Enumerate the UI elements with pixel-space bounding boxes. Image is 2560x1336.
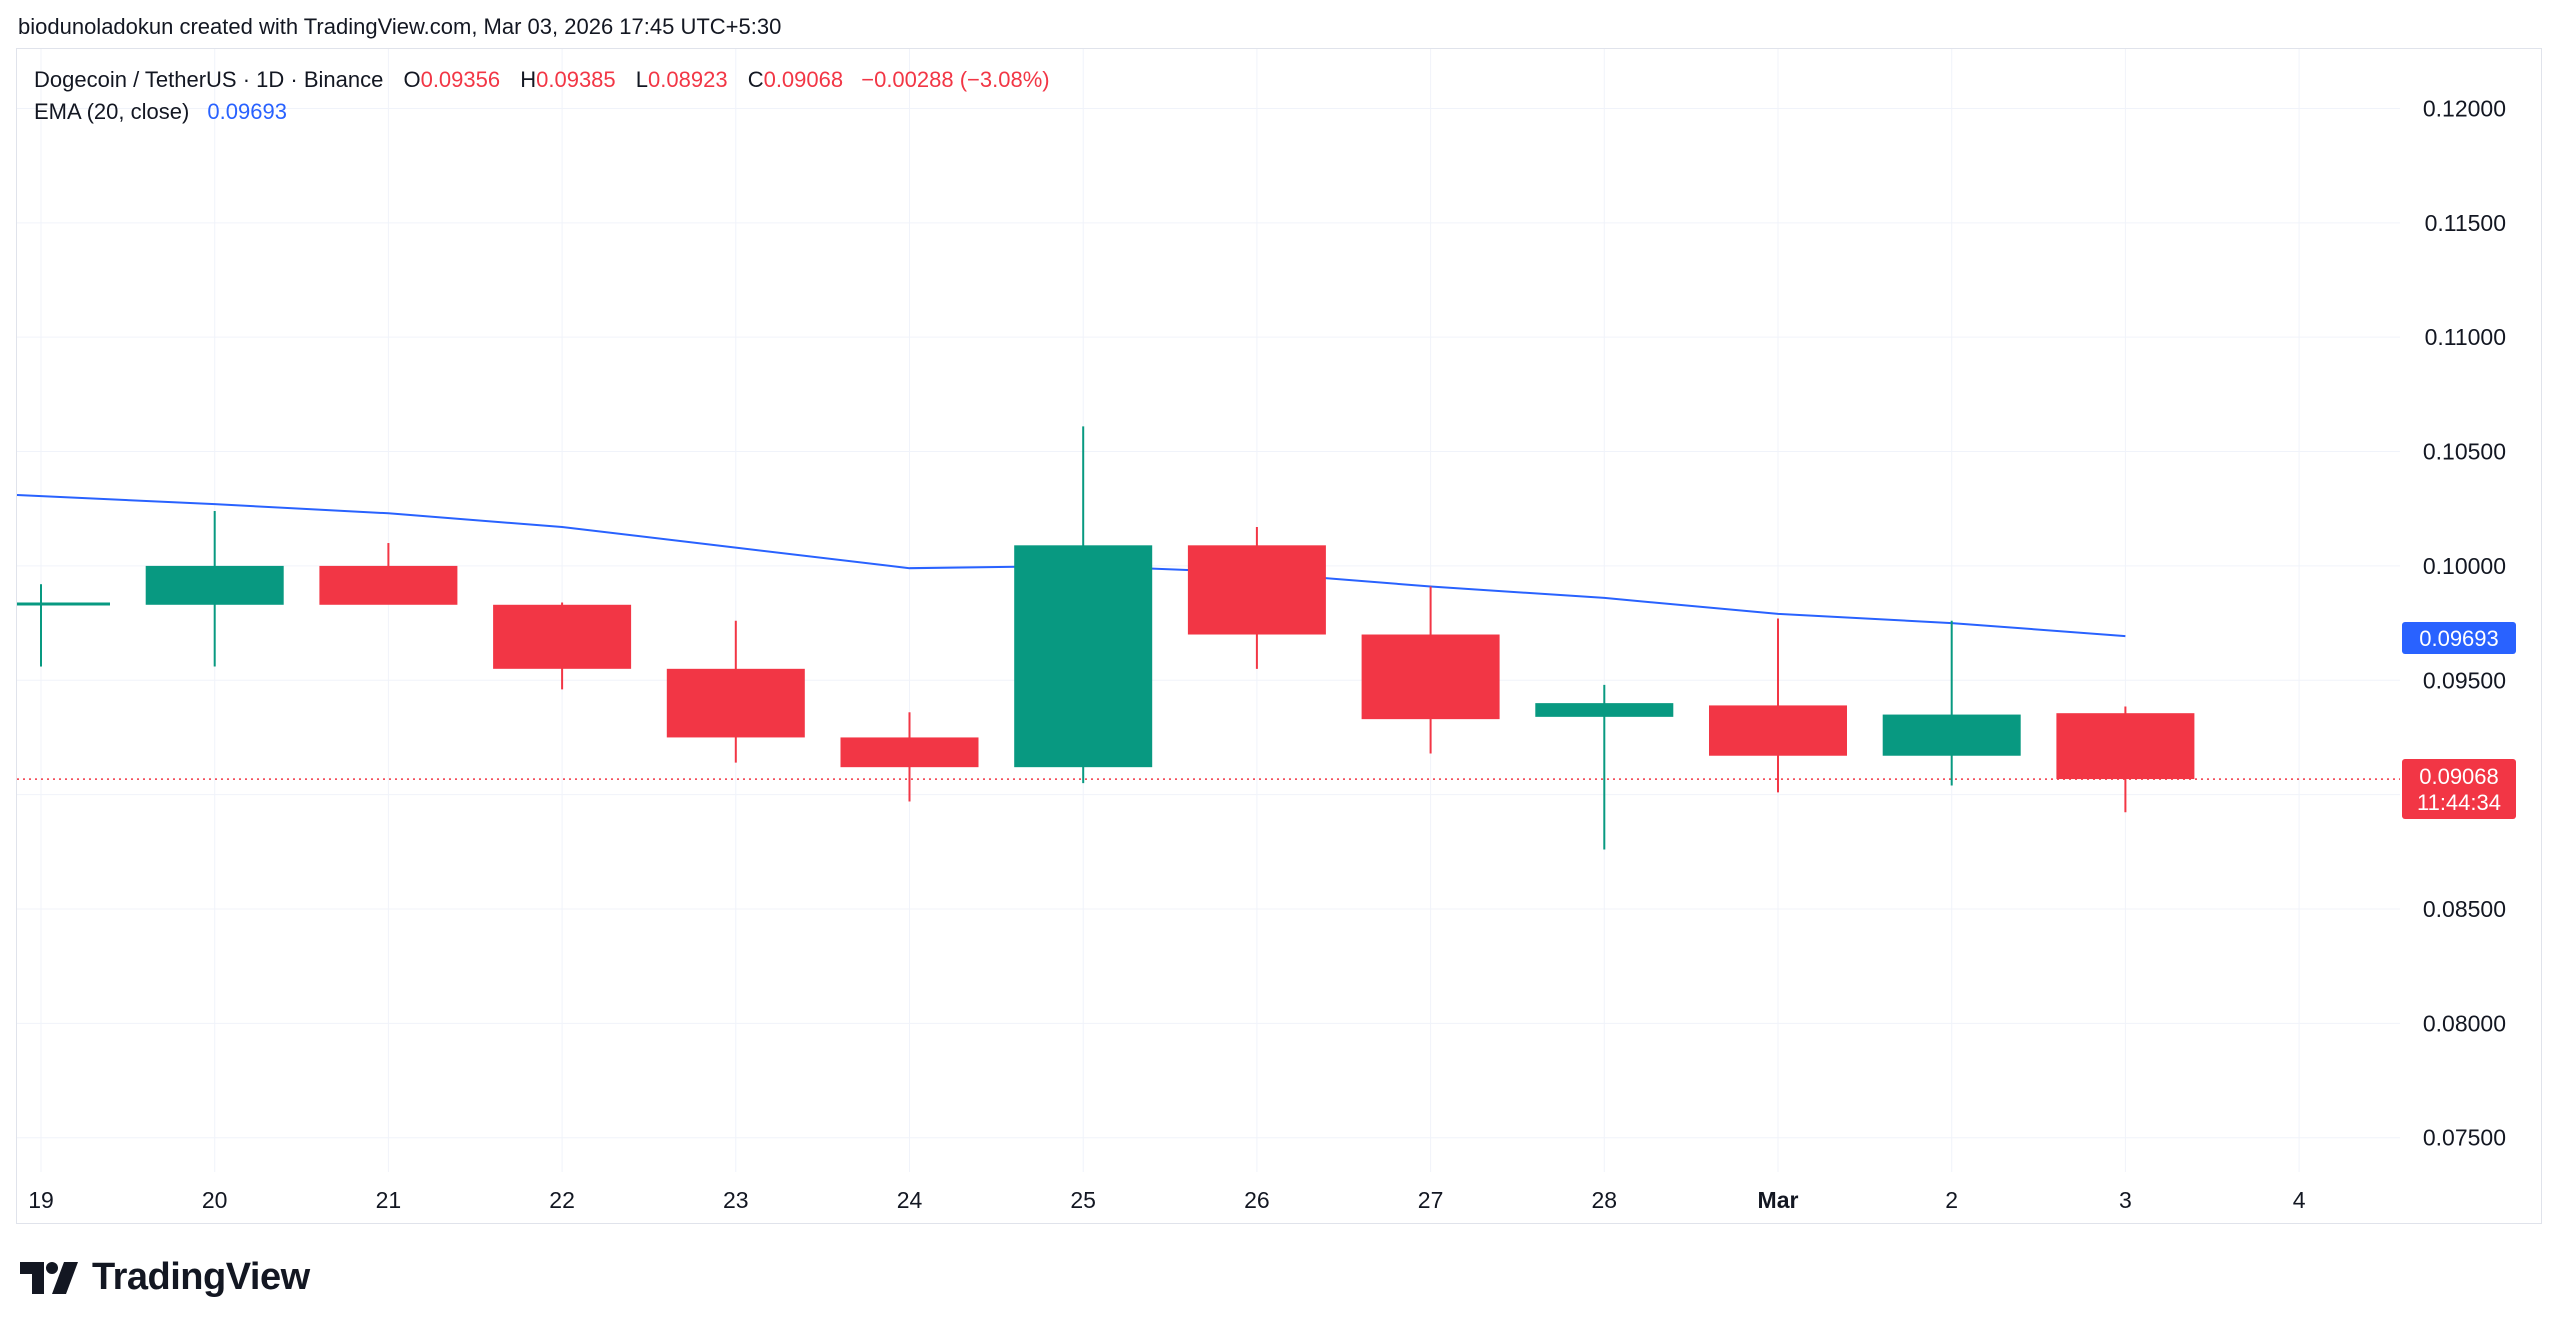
- x-tick-label: 26: [1244, 1187, 1270, 1213]
- symbol-title[interactable]: Dogecoin / TetherUS · 1D · Binance: [34, 67, 384, 92]
- candle-down: [319, 543, 458, 605]
- x-tick-label: 21: [376, 1187, 402, 1213]
- candle-down: [840, 712, 979, 802]
- candle-body: [2056, 713, 2195, 780]
- candle-body: [1187, 545, 1326, 635]
- x-tick-label: 25: [1070, 1187, 1096, 1213]
- candle-down: [493, 602, 632, 690]
- candle-down: [1187, 527, 1326, 669]
- candle-body: [1535, 703, 1674, 717]
- candle-down: [1361, 586, 1500, 754]
- candle-body: [840, 737, 979, 768]
- x-tick-label: 24: [897, 1187, 923, 1213]
- high-value: 0.09385: [536, 67, 616, 92]
- y-tick-label: 0.10000: [2423, 553, 2506, 579]
- candle-body: [1882, 714, 2021, 756]
- candle-up: [1535, 684, 1674, 850]
- x-tick-label: 27: [1418, 1187, 1444, 1213]
- time-axis[interactable]: 19 20 21 22 23 24 25 26 27 28 Mar 2 3 4: [28, 1187, 2305, 1213]
- candle-up: [17, 584, 110, 667]
- last-price-label: 0.09068: [2419, 764, 2499, 789]
- chart-legend: Dogecoin / TetherUS · 1D · Binance O0.09…: [34, 64, 1050, 128]
- tradingview-logo-icon: [20, 1261, 78, 1294]
- x-tick-label: 20: [202, 1187, 228, 1213]
- y-tick-label: 0.09500: [2423, 667, 2506, 693]
- candle-down: [2056, 706, 2195, 813]
- chart-pane[interactable]: [16, 48, 2542, 1224]
- candle-body: [17, 602, 110, 606]
- candles: [17, 426, 2195, 850]
- y-tick-label: 0.08500: [2423, 896, 2506, 922]
- change-value: −0.00288 (−3.08%): [861, 67, 1050, 92]
- bar-countdown-label: 11:44:34: [2417, 790, 2501, 815]
- y-tick-label: 0.10500: [2423, 439, 2506, 465]
- candle-up: [1014, 426, 1153, 784]
- candle-body: [319, 565, 458, 605]
- chart-credit: biodunoladokun created with TradingView.…: [18, 14, 782, 39]
- y-tick-label: 0.12000: [2423, 95, 2506, 121]
- low-value: 0.08923: [648, 67, 728, 92]
- ema-price-label-box: [2402, 622, 2516, 654]
- ema-indicator-value: 0.09693: [207, 99, 287, 124]
- candle-up: [1882, 620, 2021, 786]
- candle-body: [493, 604, 632, 669]
- x-tick-label: 22: [549, 1187, 575, 1213]
- candle-body: [1709, 705, 1847, 756]
- y-tick-label: 0.07500: [2423, 1125, 2506, 1151]
- y-tick-label: 0.11500: [2425, 210, 2506, 236]
- candle-down: [666, 620, 805, 763]
- ema-legend-row: EMA (20, close) 0.09693: [34, 96, 1050, 128]
- low-key: L: [635, 67, 649, 92]
- candle-body: [145, 565, 284, 605]
- candle-body: [1361, 634, 1500, 720]
- ema-indicator-label[interactable]: EMA (20, close): [34, 99, 190, 124]
- axis-price-labels: 0.09693 0.09068 11:44:34: [2402, 622, 2516, 819]
- x-tick-label: 4: [2293, 1187, 2306, 1213]
- last-price-label-box: [2402, 759, 2516, 819]
- candle-body: [666, 668, 805, 738]
- ema-price-label: 0.09693: [2419, 626, 2499, 651]
- ohlc-legend-row: Dogecoin / TetherUS · 1D · Binance O0.09…: [34, 64, 1050, 96]
- y-tick-label: 0.08000: [2423, 1010, 2506, 1036]
- candle-body: [1014, 545, 1153, 768]
- x-tick-label: 2: [1945, 1187, 1958, 1213]
- x-tick-label: 3: [2119, 1187, 2132, 1213]
- open-key: O: [403, 67, 421, 92]
- close-key: C: [747, 67, 764, 92]
- tradingview-wordmark: TradingView: [92, 1256, 310, 1298]
- x-tick-label: 23: [723, 1187, 749, 1213]
- candle-up: [145, 511, 284, 667]
- high-key: H: [520, 67, 537, 92]
- y-tick-label: 0.11000: [2425, 324, 2506, 350]
- x-tick-label: 19: [28, 1187, 54, 1213]
- candle-down: [1709, 618, 1847, 793]
- open-value: 0.09356: [420, 67, 501, 92]
- x-tick-label: 28: [1592, 1187, 1618, 1213]
- x-tick-label: Mar: [1758, 1187, 1799, 1213]
- close-value: 0.09068: [763, 67, 844, 92]
- tradingview-brand[interactable]: TradingView: [20, 1256, 310, 1299]
